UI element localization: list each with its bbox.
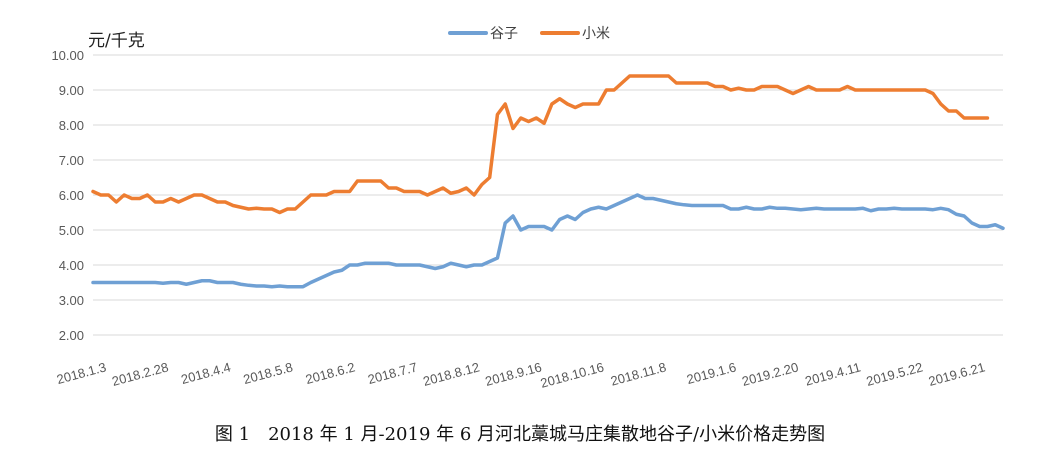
- y-tick-label: 10.00: [51, 48, 84, 63]
- x-axis-ticks: 2018.1.3 2018.2.28 2018.4.4 2018.5.8 2018.6.…: [55, 359, 987, 390]
- x-tick-label: 2018.1.3: [55, 359, 108, 387]
- y-tick-label: 4.00: [59, 258, 84, 273]
- y-tick-label: 3.00: [59, 293, 84, 308]
- series-lines: [91, 74, 1005, 289]
- x-tick-label: 2019.6.21: [927, 359, 987, 388]
- x-tick-label: 2019.1.6: [685, 359, 738, 387]
- y-tick-label: 9.00: [59, 83, 84, 98]
- y-tick-label: 6.00: [59, 188, 84, 203]
- legend-label: 谷子: [490, 26, 518, 42]
- gridlines: [93, 54, 1003, 336]
- x-tick-label: 2019.5.22: [865, 359, 925, 388]
- figure-caption: 图 1 2018 年 1 月-2019 年 6 月河北藁城马庄集散地谷子/小米价…: [214, 424, 826, 445]
- x-tick-label: 2018.5.8: [242, 359, 295, 387]
- x-tick-label: 2019.4.11: [803, 359, 862, 388]
- x-tick-label: 2018.4.4: [179, 359, 232, 387]
- series-line-小米: [91, 74, 990, 215]
- x-tick-label: 2019.2.20: [740, 359, 800, 388]
- y-tick-label: 2.00: [59, 328, 84, 343]
- x-tick-label: 2018.8.12: [421, 359, 481, 388]
- legend-label: 小米: [582, 26, 610, 42]
- y-axis-ticks: 2.00 3.00 4.00 5.00 6.00 7.00 8.00 9.00 10.00: [51, 48, 84, 343]
- y-tick-label: 7.00: [59, 153, 84, 168]
- price-line-chart: 元/千克 2.00 3.00 4.00 5.00 6.00 7.00 8.00 9.00 10.…: [51, 26, 1005, 391]
- x-tick-label: 2018.2.28: [110, 359, 170, 388]
- x-tick-label: 2018.11.8: [609, 359, 668, 388]
- series-line-谷子: [91, 193, 1005, 289]
- y-axis-unit-label: 元/千克: [88, 31, 145, 51]
- x-tick-label: 2018.7.7: [366, 359, 419, 387]
- x-tick-label: 2018.6.2: [304, 359, 357, 387]
- x-tick-label: 2018.10.16: [539, 359, 606, 390]
- y-tick-label: 8.00: [59, 118, 84, 133]
- y-tick-label: 5.00: [59, 223, 84, 238]
- legend: 谷子 小米: [448, 26, 610, 42]
- x-tick-label: 2018.9.16: [484, 359, 544, 388]
